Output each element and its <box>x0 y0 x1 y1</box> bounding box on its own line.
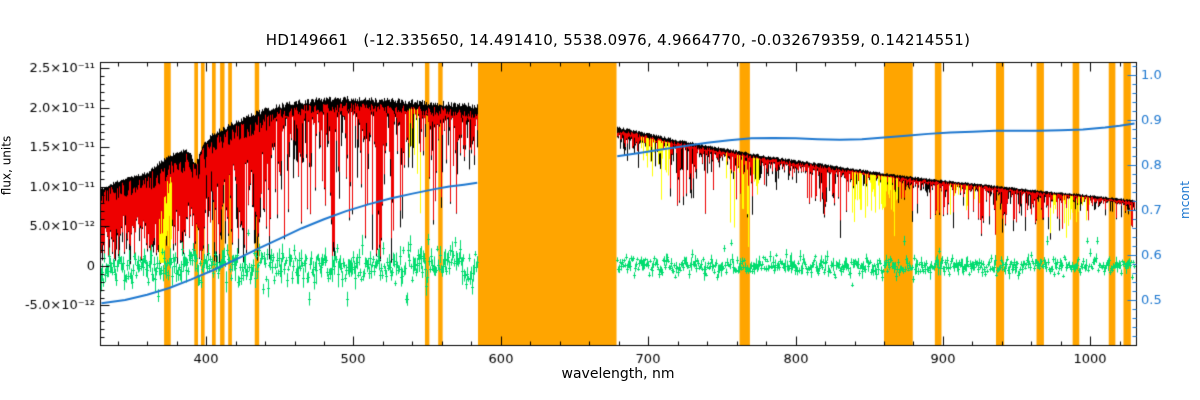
y-axis-label-right: mcont <box>1178 181 1192 219</box>
x-axis-label: wavelength, nm <box>561 366 675 382</box>
y-axis-label-left: flux, units <box>0 135 14 196</box>
chart-title: HD149661 (-12.335650, 14.491410, 5538.09… <box>265 31 971 49</box>
